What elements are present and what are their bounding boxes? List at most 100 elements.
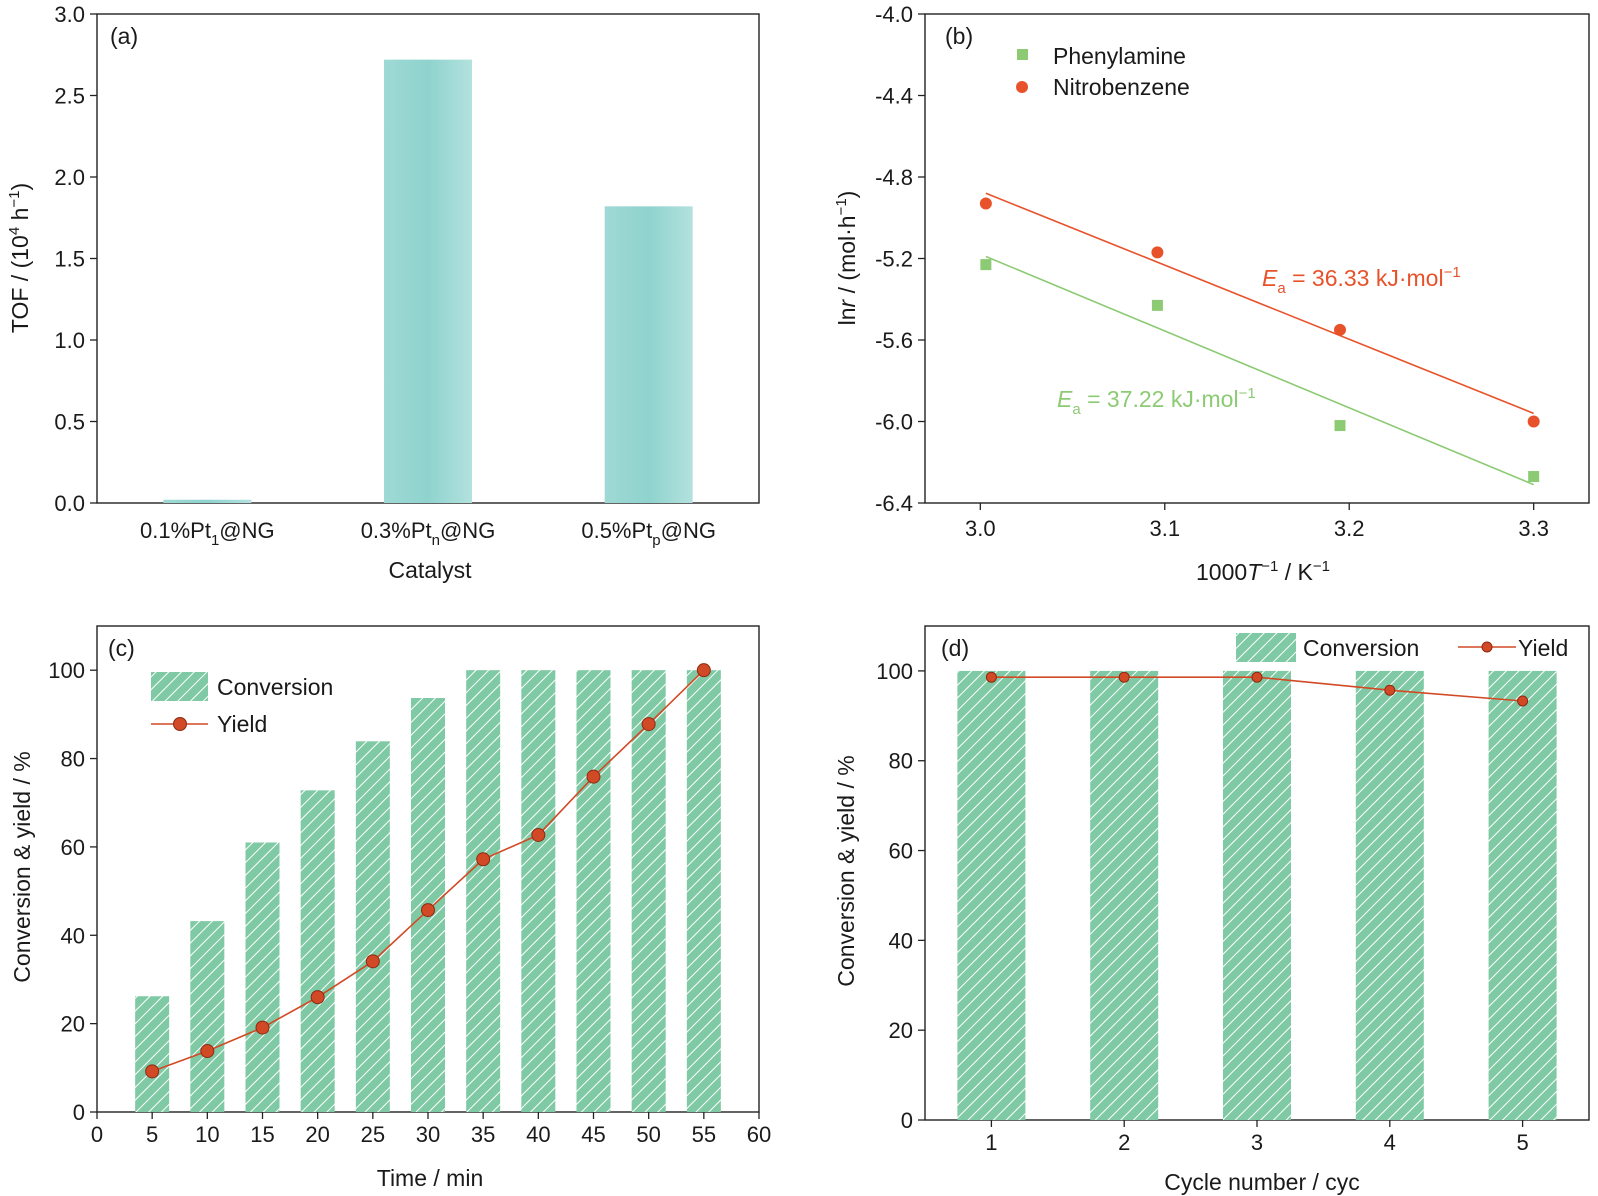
legend-marker-nitrobenzene: [1016, 81, 1028, 93]
bar-conversion: [135, 996, 170, 1112]
fit-line-phenylamine: [985, 255, 1534, 486]
x-tick-label: 3: [1251, 1130, 1263, 1155]
bar-conversion: [1090, 670, 1159, 1120]
legend-marker-phenylamine: [1017, 49, 1028, 60]
panel-b-arrhenius-chart: (b) -6.4 -6.0 -5.6 -5.2 -4.8 -4.4 -4.0 3.0 3.1 3…: [833, 2, 1590, 585]
bar: [604, 206, 693, 503]
panel-d-label: (d): [941, 635, 969, 661]
data-point-yield: [1118, 671, 1130, 683]
data-point-phenylamine: [980, 259, 992, 271]
y-tick-label: 2.5: [54, 84, 85, 109]
y-tick-label: -5.6: [875, 328, 913, 353]
panel-a-tof-chart: (a) 0.0 0.5 1.0 1.5 2.0 2.5 3.0 0.1%Pt1@NG 0.3%…: [6, 2, 760, 583]
x-tick-label: 35: [471, 1122, 495, 1147]
panel-b-legend: Phenylamine Nitrobenzene: [1016, 43, 1190, 100]
y-tick-label: 20: [889, 1018, 913, 1043]
y-tick-label: 3.0: [54, 2, 85, 27]
x-tick-label: 40: [526, 1122, 550, 1147]
y-tick-label: 100: [876, 659, 913, 684]
x-tick-label: 5: [1516, 1130, 1528, 1155]
data-point-nitrobenzene: [1151, 246, 1164, 259]
data-point-yield: [985, 671, 997, 683]
panel-a-xlabel: Catalyst: [388, 557, 472, 583]
x-tick-label: 20: [305, 1122, 329, 1147]
bar: [163, 499, 252, 503]
y-tick-label: 1.0: [54, 328, 85, 353]
bar-conversion: [245, 842, 280, 1112]
legend-label-yield: Yield: [217, 711, 267, 737]
bar-conversion: [521, 670, 556, 1112]
panel-c-ylabel: Conversion & yield / %: [9, 751, 35, 982]
panel-b-annotation-nitrobenzene: Ea = 36.33 kJ·mol−1: [1262, 264, 1461, 297]
x-tick-label: 3.2: [1334, 516, 1365, 541]
x-tick-label: 55: [692, 1122, 716, 1147]
fit-line-nitrobenzene: [985, 192, 1534, 415]
panel-b-label: (b): [945, 23, 973, 49]
data-point-phenylamine: [1528, 471, 1540, 483]
bar-conversion: [1223, 670, 1291, 1120]
data-point-yield: [1384, 684, 1396, 696]
data-point-yield: [1251, 671, 1263, 683]
legend-label-phenylamine: Phenylamine: [1053, 43, 1186, 69]
x-tick-label: 30: [416, 1122, 440, 1147]
x-tick-label: 10: [195, 1122, 219, 1147]
bar: [384, 59, 472, 503]
x-tick-label: 45: [581, 1122, 605, 1147]
data-point-nitrobenzene: [1527, 415, 1540, 428]
x-tick-label: 4: [1384, 1130, 1396, 1155]
data-point-yield: [531, 827, 546, 842]
y-tick-label: -4.0: [875, 2, 913, 27]
bar-conversion: [355, 741, 390, 1112]
legend-swatch-conversion: [1236, 633, 1296, 662]
y-tick-label: -5.2: [875, 247, 913, 272]
x-tick-label: 50: [636, 1122, 660, 1147]
data-point-yield: [1517, 695, 1529, 707]
y-tick-label: 0: [901, 1108, 913, 1133]
x-tick-label: 0.3%Ptn@NG: [361, 518, 496, 549]
panel-c-xlabel: Time / min: [377, 1165, 484, 1191]
bar-conversion: [957, 670, 1026, 1120]
y-tick-label: 100: [48, 658, 85, 683]
x-tick-label: 0.1%Pt1@NG: [140, 518, 275, 549]
x-tick-label: 2: [1118, 1130, 1130, 1155]
legend-marker-yield: [1481, 641, 1493, 653]
bar-conversion: [631, 670, 666, 1112]
x-tick-label: 15: [250, 1122, 274, 1147]
legend-marker-yield: [173, 717, 187, 731]
legend-label-yield: Yield: [1518, 635, 1568, 661]
panel-d-ylabel: Conversion & yield / %: [833, 755, 859, 986]
y-tick-label: -4.8: [875, 165, 913, 190]
x-tick-label: 0.5%Ptp@NG: [581, 518, 716, 549]
data-point-yield: [145, 1064, 160, 1079]
legend-label-conversion: Conversion: [1303, 635, 1419, 661]
panel-d-legend: Conversion Yield: [1236, 633, 1568, 662]
data-point-nitrobenzene: [1334, 323, 1346, 336]
y-tick-label: 0.5: [54, 410, 85, 435]
y-tick-label: 20: [61, 1012, 85, 1037]
panel-b-annotation-phenylamine: Ea = 37.22 kJ·mol−1: [1057, 385, 1256, 418]
panel-c-legend: Conversion Yield: [151, 672, 333, 737]
y-tick-label: 40: [61, 923, 85, 948]
panel-a-ylabel: TOF / (104 h−1): [6, 183, 33, 333]
y-tick-label: 60: [889, 839, 913, 864]
x-tick-label: 25: [361, 1122, 385, 1147]
panel-b-ylabel: lnr / (mol·h−1): [833, 191, 860, 326]
legend-swatch-conversion: [151, 672, 208, 701]
y-tick-label: -4.4: [875, 84, 913, 109]
y-tick-label: -6.0: [875, 410, 913, 435]
data-point-yield: [696, 663, 711, 678]
bar-conversion: [466, 670, 501, 1112]
data-point-yield: [255, 1020, 270, 1035]
bar-conversion: [576, 670, 611, 1112]
y-tick-label: 0.0: [54, 491, 85, 516]
y-tick-label: 40: [889, 928, 913, 953]
legend-label-conversion: Conversion: [217, 674, 333, 700]
legend-label-nitrobenzene: Nitrobenzene: [1053, 74, 1190, 100]
data-point-yield: [586, 769, 601, 784]
y-tick-label: 2.0: [54, 165, 85, 190]
data-point-phenylamine: [1334, 420, 1346, 432]
data-point-yield: [476, 852, 491, 867]
data-point-phenylamine: [1151, 299, 1163, 311]
x-tick-label: 3.0: [965, 516, 996, 541]
